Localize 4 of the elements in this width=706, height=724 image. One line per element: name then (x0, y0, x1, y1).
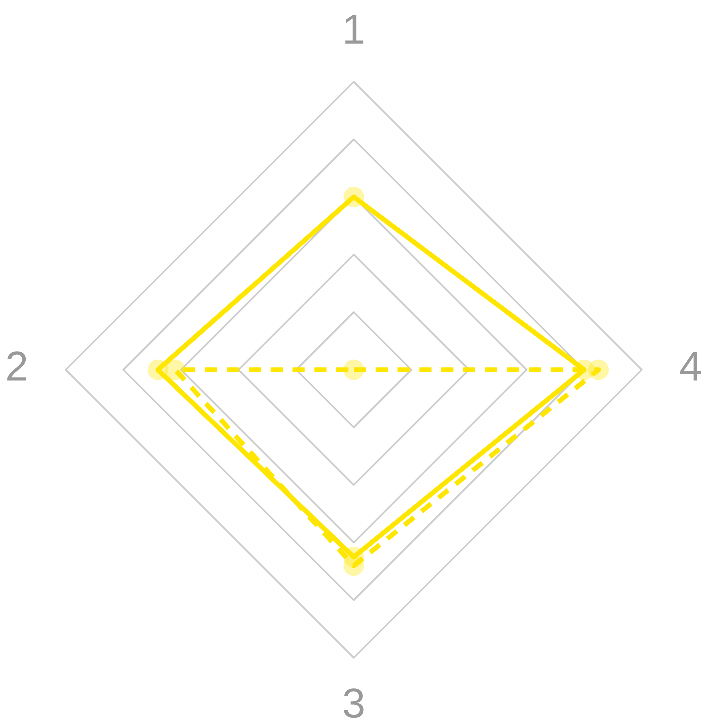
spoke-label: 3 (344, 688, 364, 718)
spoke-label: 2 (8, 352, 27, 381)
spoke-label: 4 (680, 352, 702, 381)
spoke-label: 1 (346, 15, 364, 44)
